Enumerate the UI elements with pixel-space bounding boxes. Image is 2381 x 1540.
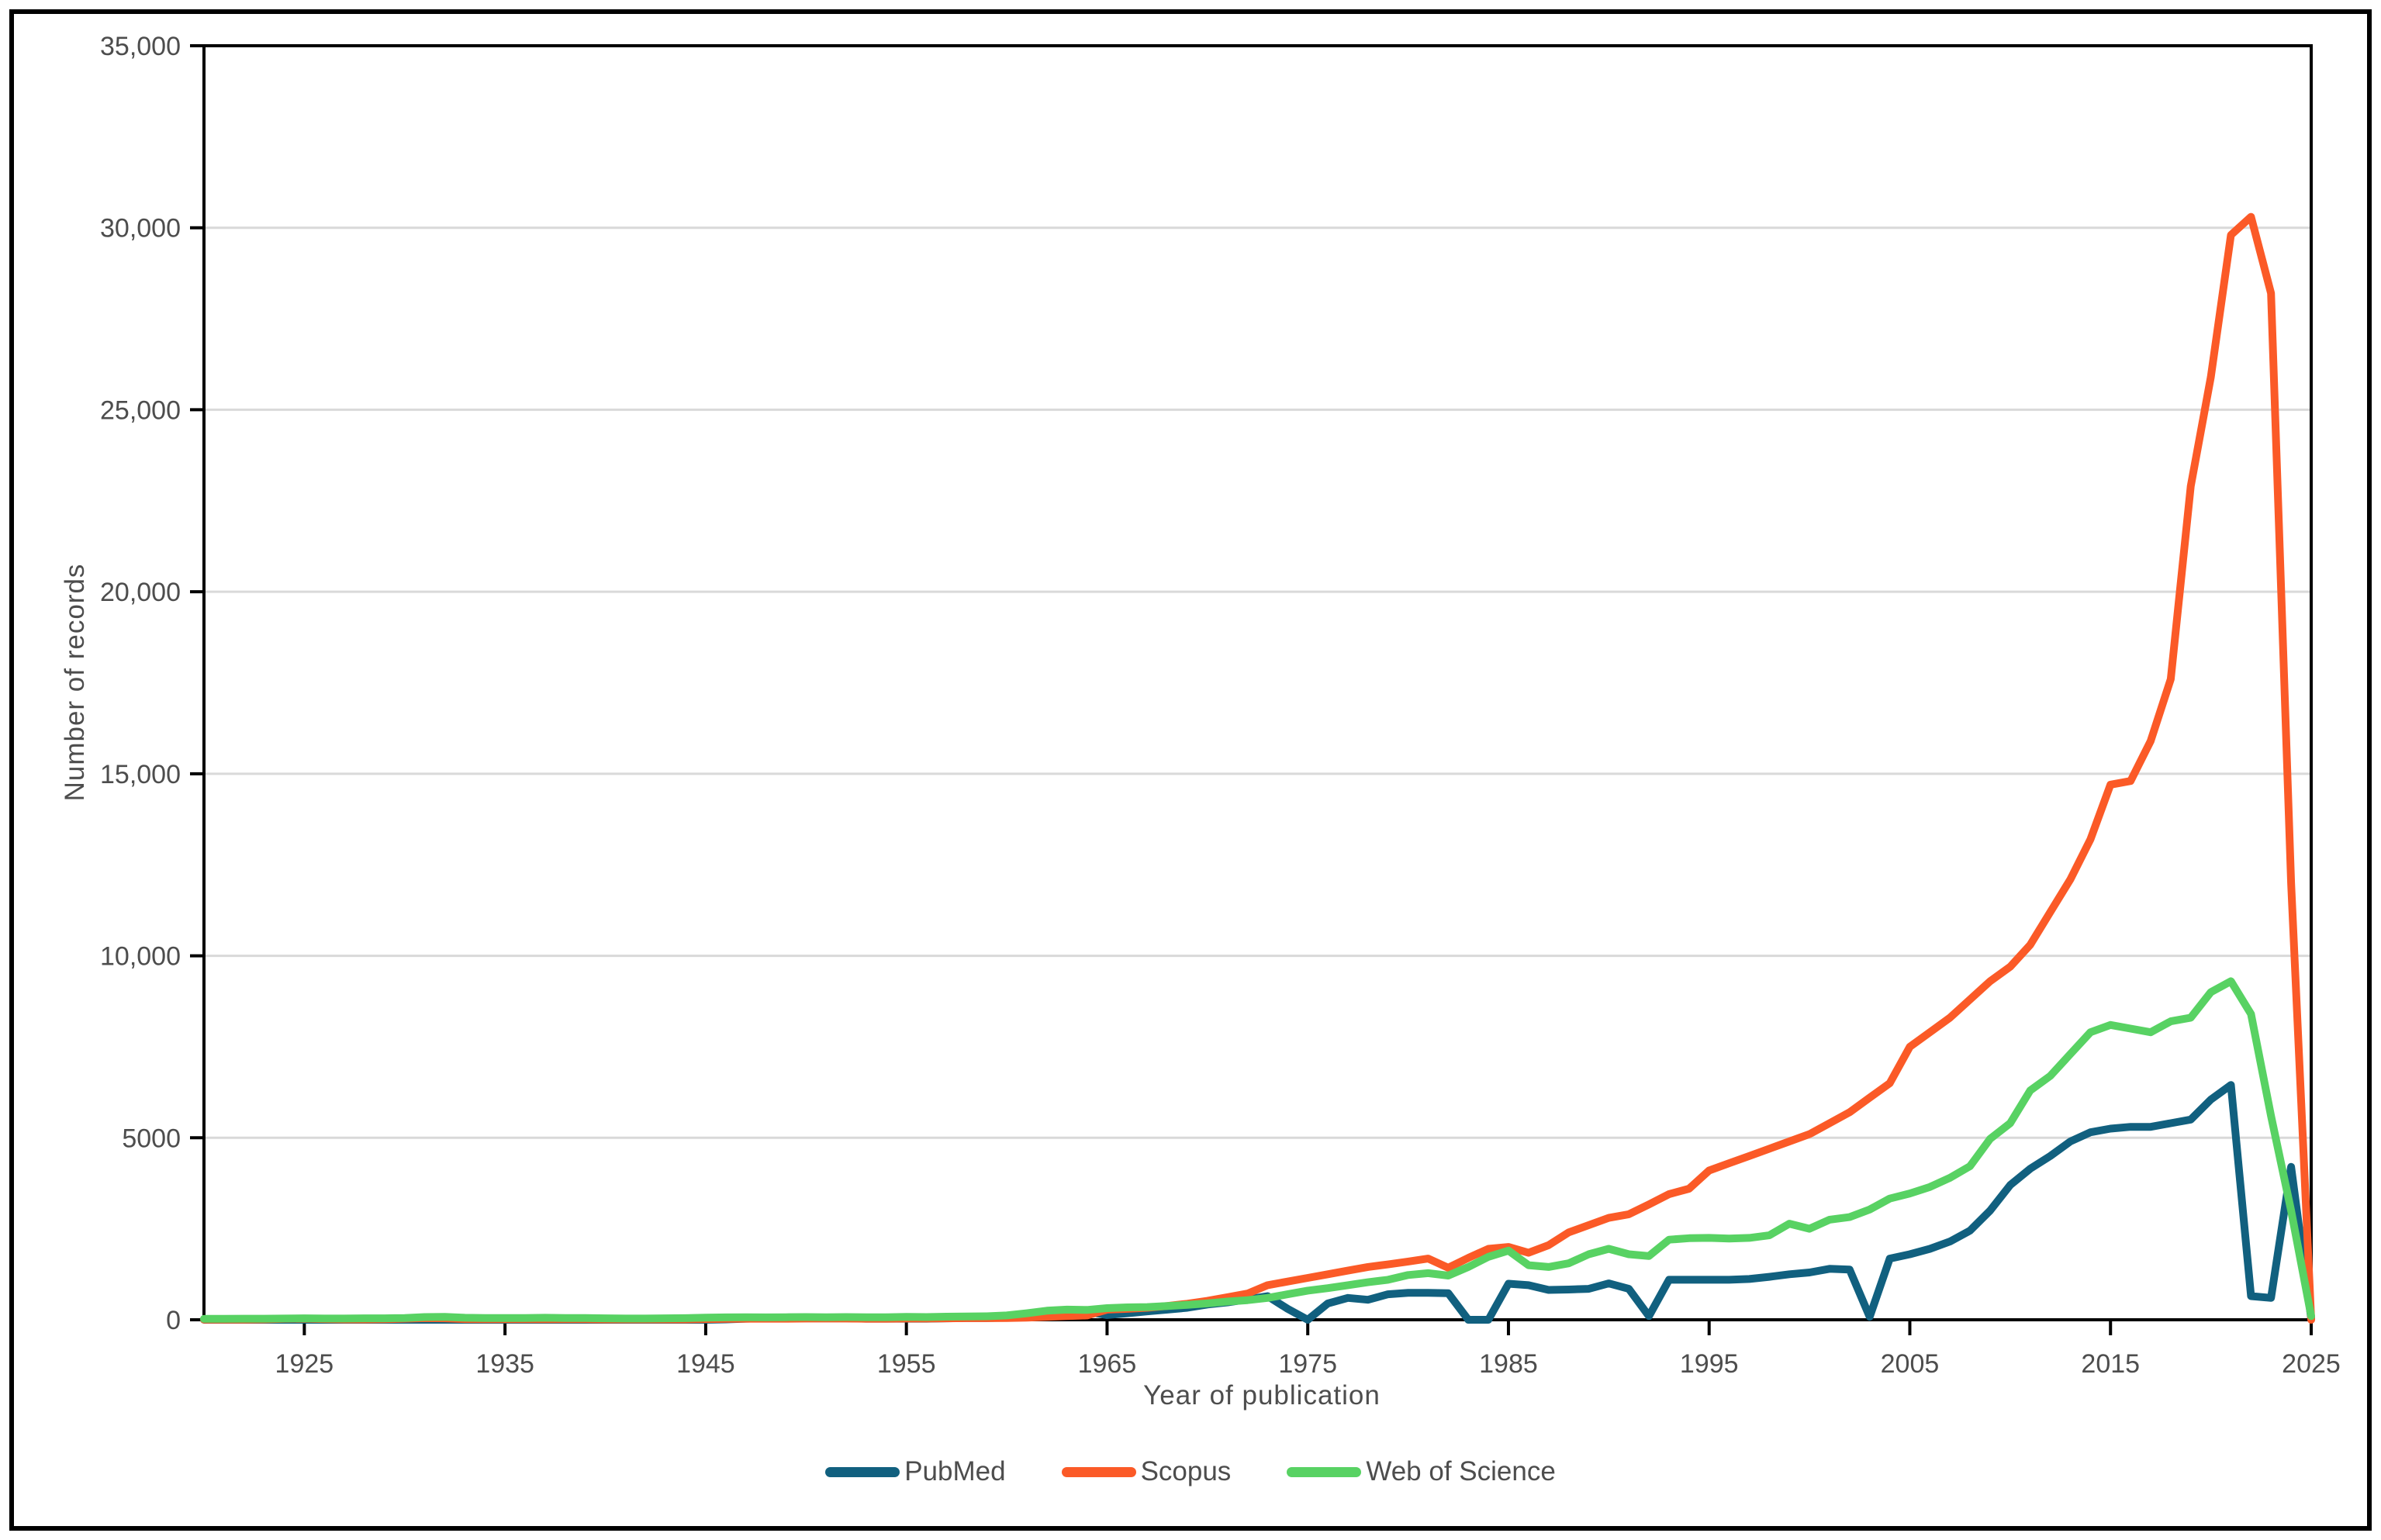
series-line-web-of-science [200, 977, 2315, 1323]
x-tick-label: 1945 [676, 1349, 735, 1379]
y-tick-label: 30,000 [100, 214, 181, 243]
x-tick-label: 1985 [1479, 1349, 1538, 1379]
x-tick-label: 1965 [1078, 1349, 1137, 1379]
x-tick-label: 1925 [275, 1349, 334, 1379]
y-tick-label: 35,000 [100, 32, 181, 61]
scopus-line-swatch-icon [1061, 1466, 1136, 1477]
series-line-scopus [200, 212, 2315, 1324]
series-line-pubmed [200, 1081, 2315, 1324]
legend: PubMed Scopus Web of Science [0, 1456, 2381, 1487]
y-tick-label: 25,000 [100, 395, 181, 425]
x-tick-label: 2025 [2282, 1349, 2341, 1379]
web-of-science-line-swatch-icon [1287, 1466, 1362, 1477]
y-tick-label: 15,000 [100, 760, 181, 789]
y-tick-label: 10,000 [100, 942, 181, 972]
x-tick-label: 2005 [1881, 1349, 1940, 1379]
y-tick-label: 20,000 [100, 578, 181, 607]
x-tick-label: 2015 [2081, 1349, 2140, 1379]
y-tick-label: 5000 [122, 1124, 181, 1153]
x-axis-title: Year of publication [1143, 1380, 1381, 1411]
legend-label-scopus: Scopus [1140, 1456, 1232, 1486]
legend-item-scopus: Scopus [1061, 1456, 1232, 1487]
legend-label-pubmed: PubMed [904, 1456, 1006, 1486]
x-tick-label: 1935 [475, 1349, 534, 1379]
y-axis-title: Number of records [60, 563, 90, 802]
legend-label-wos: Web of Science [1366, 1456, 1556, 1486]
x-tick-label: 1995 [1680, 1349, 1739, 1379]
plot-frame [202, 44, 2313, 1321]
x-tick-label: 1975 [1278, 1349, 1337, 1379]
legend-item-pubmed: PubMed [825, 1456, 1006, 1487]
legend-item-wos: Web of Science [1287, 1456, 1556, 1487]
pubmed-line-swatch-icon [825, 1466, 900, 1477]
x-tick-label: 1955 [877, 1349, 936, 1379]
y-tick-label: 0 [166, 1306, 181, 1335]
